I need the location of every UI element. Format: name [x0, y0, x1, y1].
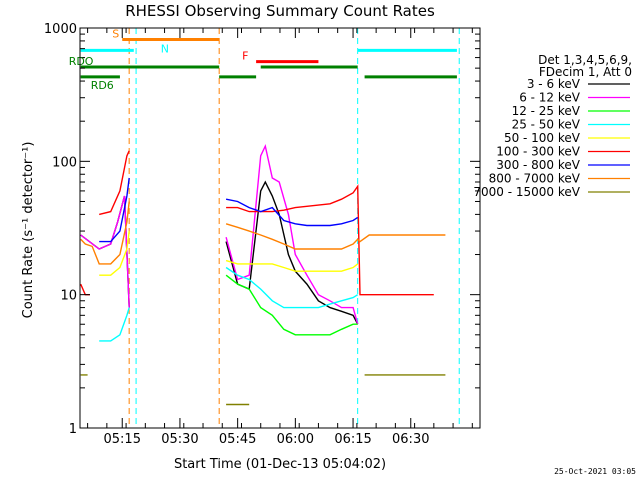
series-line-4 [99, 231, 359, 276]
annotation-label-2: F [242, 50, 248, 63]
footer-timestamp: 25-Oct-2021 03:05 [554, 467, 636, 476]
y-tick-label-3: 1000 [44, 22, 77, 37]
annotation-label-3: RDO [69, 55, 94, 68]
legend-entry-1: 6 - 12 keV [519, 91, 581, 105]
series-line-8 [80, 374, 446, 406]
x-tick-label-3: 06:00 [277, 432, 314, 447]
series-line-2 [225, 274, 358, 336]
legend: Det 1,3,4,5,6,9,FDecim 1, Att 03 - 6 keV… [473, 53, 632, 199]
x-tick-label-4: 06:15 [334, 432, 371, 447]
legend-entry-0: 3 - 6 keV [527, 77, 581, 91]
y-tick-label-0: 1 [69, 422, 77, 437]
x-tick-label-1: 05:30 [161, 432, 198, 447]
y-tick-label-1: 10 [60, 289, 77, 304]
series-line-1 [80, 143, 359, 325]
legend-entry-5: 100 - 300 keV [496, 145, 580, 159]
plot-area [80, 28, 460, 428]
x-tick-label-5: 06:30 [392, 432, 429, 447]
annotation-label-4: RD6 [91, 79, 114, 92]
legend-entry-4: 50 - 100 keV [504, 131, 581, 145]
series-line-6 [99, 177, 359, 243]
legend-entry-8: 7000 - 15000 keV [473, 185, 580, 199]
y-axis-label: Count Rate (s⁻¹ detector⁻¹) [21, 142, 36, 319]
legend-entry-7: 800 - 7000 keV [489, 172, 581, 186]
legend-header-1: FDecim 1, Att 0 [539, 65, 632, 79]
legend-entry-2: 12 - 25 keV [512, 104, 581, 118]
y-tick-label-2: 100 [52, 155, 77, 170]
legend-header-0: Det 1,3,4,5,6,9, [538, 53, 632, 67]
series-line-7 [80, 201, 446, 265]
series-line-3 [99, 266, 359, 342]
legend-entry-6: 300 - 800 keV [496, 158, 580, 172]
annotation-label-1: N [161, 42, 169, 55]
annotation-label-0: S [112, 27, 119, 40]
chart-title: RHESSI Observing Summary Count Rates [125, 2, 435, 20]
x-tick-label-0: 05:15 [104, 432, 141, 447]
x-axis-label: Start Time (01-Dec-13 05:04:02) [174, 457, 386, 472]
x-tick-label-2: 05:45 [219, 432, 256, 447]
legend-entry-3: 25 - 50 keV [512, 118, 581, 132]
plot-frame [79, 27, 481, 429]
